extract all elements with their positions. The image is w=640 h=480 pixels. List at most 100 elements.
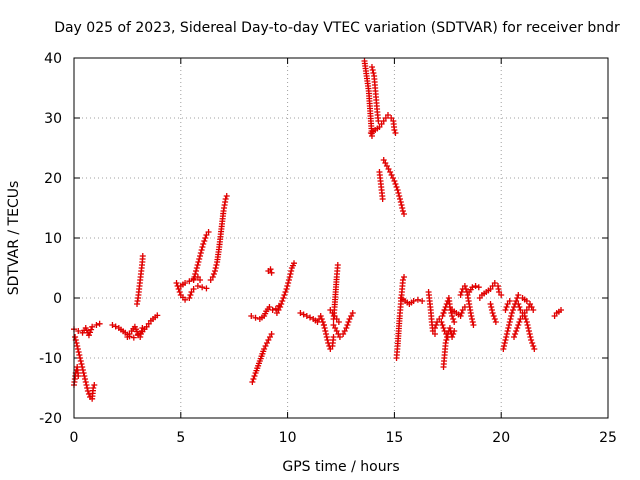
data-point xyxy=(529,340,536,346)
data-point xyxy=(488,307,495,313)
data-point xyxy=(202,235,209,241)
data-point xyxy=(392,130,399,136)
data-point xyxy=(419,298,426,304)
data-point xyxy=(176,289,183,295)
data-point xyxy=(77,355,84,361)
data-point xyxy=(344,322,351,328)
data-point xyxy=(138,328,145,334)
y-tick-labels: -20 -10 0 10 20 30 40 xyxy=(39,51,62,427)
data-point xyxy=(506,322,513,328)
data-point xyxy=(410,298,417,304)
data-point xyxy=(502,307,509,313)
x-tick-label: 25 xyxy=(599,430,617,446)
y-axis-label: SDTVAR / TECUs xyxy=(6,181,22,296)
data-point xyxy=(78,361,85,367)
data-point xyxy=(322,328,329,334)
data-point xyxy=(516,304,523,310)
data-point xyxy=(399,205,406,211)
data-point xyxy=(334,262,341,268)
data-point xyxy=(93,322,100,328)
data-point xyxy=(443,337,450,343)
data-point xyxy=(504,328,511,334)
data-point xyxy=(431,331,438,337)
data-point xyxy=(291,260,298,267)
data-point xyxy=(431,325,438,331)
data-point xyxy=(394,187,401,193)
data-point xyxy=(503,334,510,340)
data-point xyxy=(487,301,494,307)
data-point xyxy=(251,373,258,379)
data-point xyxy=(89,323,96,330)
data-point xyxy=(300,311,307,318)
data-point xyxy=(470,322,477,328)
y-tick-label: 20 xyxy=(44,171,62,187)
data-point xyxy=(397,199,404,205)
data-point xyxy=(88,326,95,333)
data-point xyxy=(77,358,84,364)
x-tick-label: 10 xyxy=(279,430,297,446)
data-point xyxy=(319,319,326,325)
data-point xyxy=(530,343,537,349)
data-point xyxy=(527,334,534,340)
data-point xyxy=(450,331,457,337)
data-point xyxy=(82,379,89,385)
data-point xyxy=(531,346,538,352)
data-point xyxy=(287,271,294,277)
data-point xyxy=(182,296,189,303)
data-point xyxy=(389,175,396,181)
data-point xyxy=(286,274,293,280)
data-point xyxy=(75,328,82,334)
data-point xyxy=(173,280,180,286)
data-point xyxy=(523,319,530,325)
data-point xyxy=(323,331,330,337)
data-point xyxy=(248,313,255,319)
data-point xyxy=(446,325,453,331)
data-point xyxy=(263,340,270,346)
data-point xyxy=(194,283,201,289)
data-point xyxy=(440,310,447,316)
data-point xyxy=(79,367,86,373)
data-point xyxy=(414,296,421,303)
data-point xyxy=(267,266,274,273)
data-point xyxy=(450,316,457,322)
data-point xyxy=(349,310,356,316)
data-point xyxy=(498,292,505,298)
data-point xyxy=(75,373,82,379)
data-point xyxy=(442,340,449,346)
data-point xyxy=(369,67,376,73)
data-point xyxy=(521,313,528,319)
x-tick-label: 0 xyxy=(70,430,79,446)
data-point xyxy=(336,334,343,340)
data-point xyxy=(528,337,535,343)
data-point xyxy=(469,316,476,322)
data-point xyxy=(558,307,565,313)
data-point xyxy=(492,319,499,325)
data-point xyxy=(84,388,91,394)
data-point xyxy=(440,325,447,331)
data-point xyxy=(76,352,83,358)
data-point xyxy=(441,307,448,313)
data-point xyxy=(81,373,88,379)
data-point xyxy=(472,283,479,289)
data-point xyxy=(515,292,522,298)
data-point xyxy=(490,313,497,319)
data-point xyxy=(324,337,331,343)
data-point xyxy=(80,370,87,376)
data-point xyxy=(457,313,464,319)
data-point xyxy=(74,346,81,352)
data-point xyxy=(213,262,220,268)
data-point xyxy=(375,118,382,124)
data-point xyxy=(509,307,516,313)
data-point xyxy=(203,285,210,292)
data-point xyxy=(277,304,284,310)
data-point xyxy=(212,265,219,271)
data-point xyxy=(444,334,451,340)
data-point xyxy=(401,274,408,280)
data-point xyxy=(182,280,189,286)
data-point xyxy=(201,238,208,244)
data-point xyxy=(252,314,259,321)
data-point xyxy=(391,127,398,133)
data-point xyxy=(283,286,290,292)
data-point xyxy=(193,268,200,274)
